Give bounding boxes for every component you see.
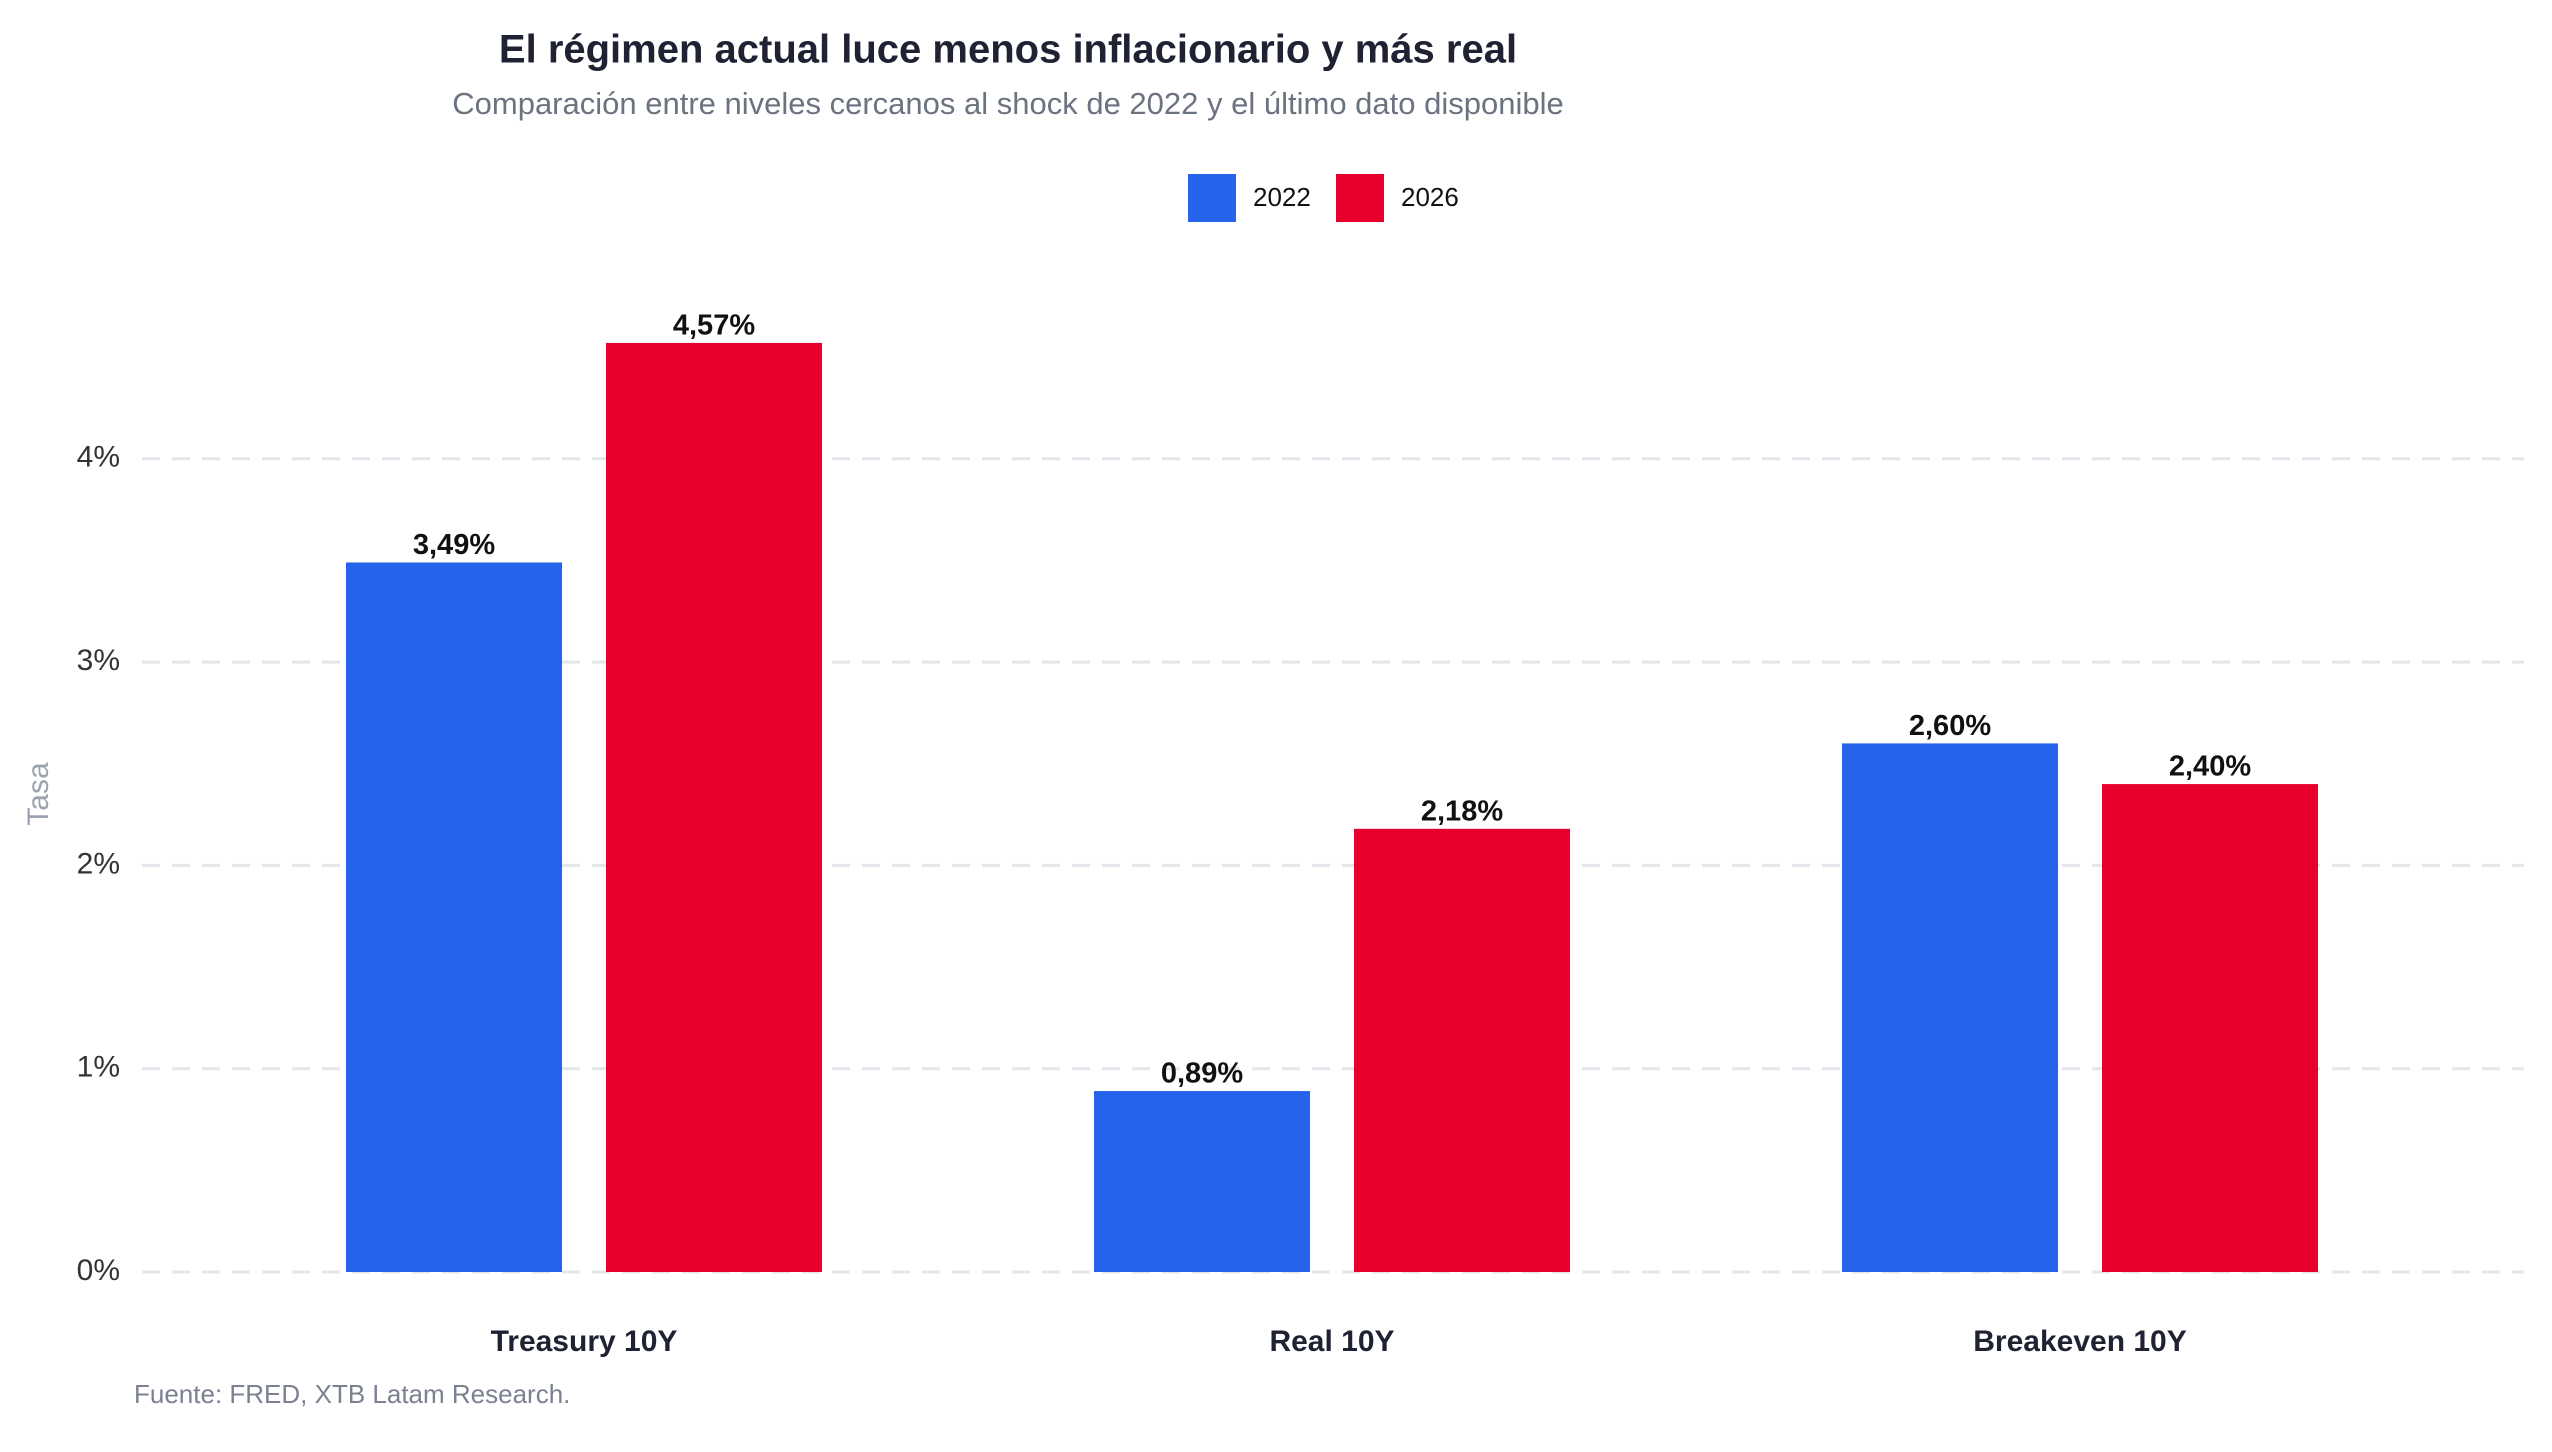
- y-tick-label: 3%: [77, 644, 120, 677]
- value-labels: 3,49% 0,89% 2,60% 4,57% 2,18% 2,40%: [413, 310, 2251, 1090]
- bars: [346, 342, 2318, 1272]
- legend-swatch-2026: [1336, 174, 1384, 222]
- bar-2026-treasury-10y: [606, 342, 822, 1272]
- legend-label-2022: 2022: [1253, 182, 1311, 212]
- y-tick-label: 0%: [77, 1254, 120, 1287]
- bar-2026-real-10y: [1354, 828, 1570, 1272]
- legend-swatch-2022: [1188, 174, 1236, 222]
- bar-2026-breakeven-10y: [2102, 784, 2318, 1272]
- y-axis-label: Tasa: [22, 762, 55, 826]
- source-note: Fuente: FRED, XTB Latam Research.: [134, 1379, 570, 1409]
- chart-subtitle: Comparación entre niveles cercanos al sh…: [452, 86, 1563, 121]
- chart-title: El régimen actual luce menos inflacionar…: [499, 28, 1517, 72]
- legend: 2022 2026: [1188, 174, 1459, 222]
- value-label: 2,60%: [1909, 710, 1991, 742]
- x-category-label: Treasury 10Y: [491, 1325, 678, 1358]
- x-axis-categories: Treasury 10Y Real 10Y Breakeven 10Y: [491, 1325, 2187, 1358]
- x-category-label: Real 10Y: [1269, 1325, 1394, 1358]
- legend-label-2026: 2026: [1401, 182, 1459, 212]
- bar-2022-breakeven-10y: [1842, 743, 2058, 1272]
- y-tick-label: 1%: [77, 1051, 120, 1084]
- x-category-label: Breakeven 10Y: [1973, 1325, 2187, 1358]
- bar-2022-treasury-10y: [346, 562, 562, 1272]
- value-label: 4,57%: [673, 310, 755, 342]
- value-label: 0,89%: [1161, 1058, 1243, 1090]
- value-label: 2,40%: [2169, 751, 2251, 783]
- y-tick-label: 2%: [77, 847, 120, 880]
- value-label: 3,49%: [413, 529, 495, 561]
- bar-2022-real-10y: [1094, 1091, 1310, 1272]
- y-axis-ticks: 0% 1% 2% 3% 4%: [77, 441, 120, 1287]
- value-label: 2,18%: [1421, 795, 1503, 827]
- y-tick-label: 4%: [77, 441, 120, 474]
